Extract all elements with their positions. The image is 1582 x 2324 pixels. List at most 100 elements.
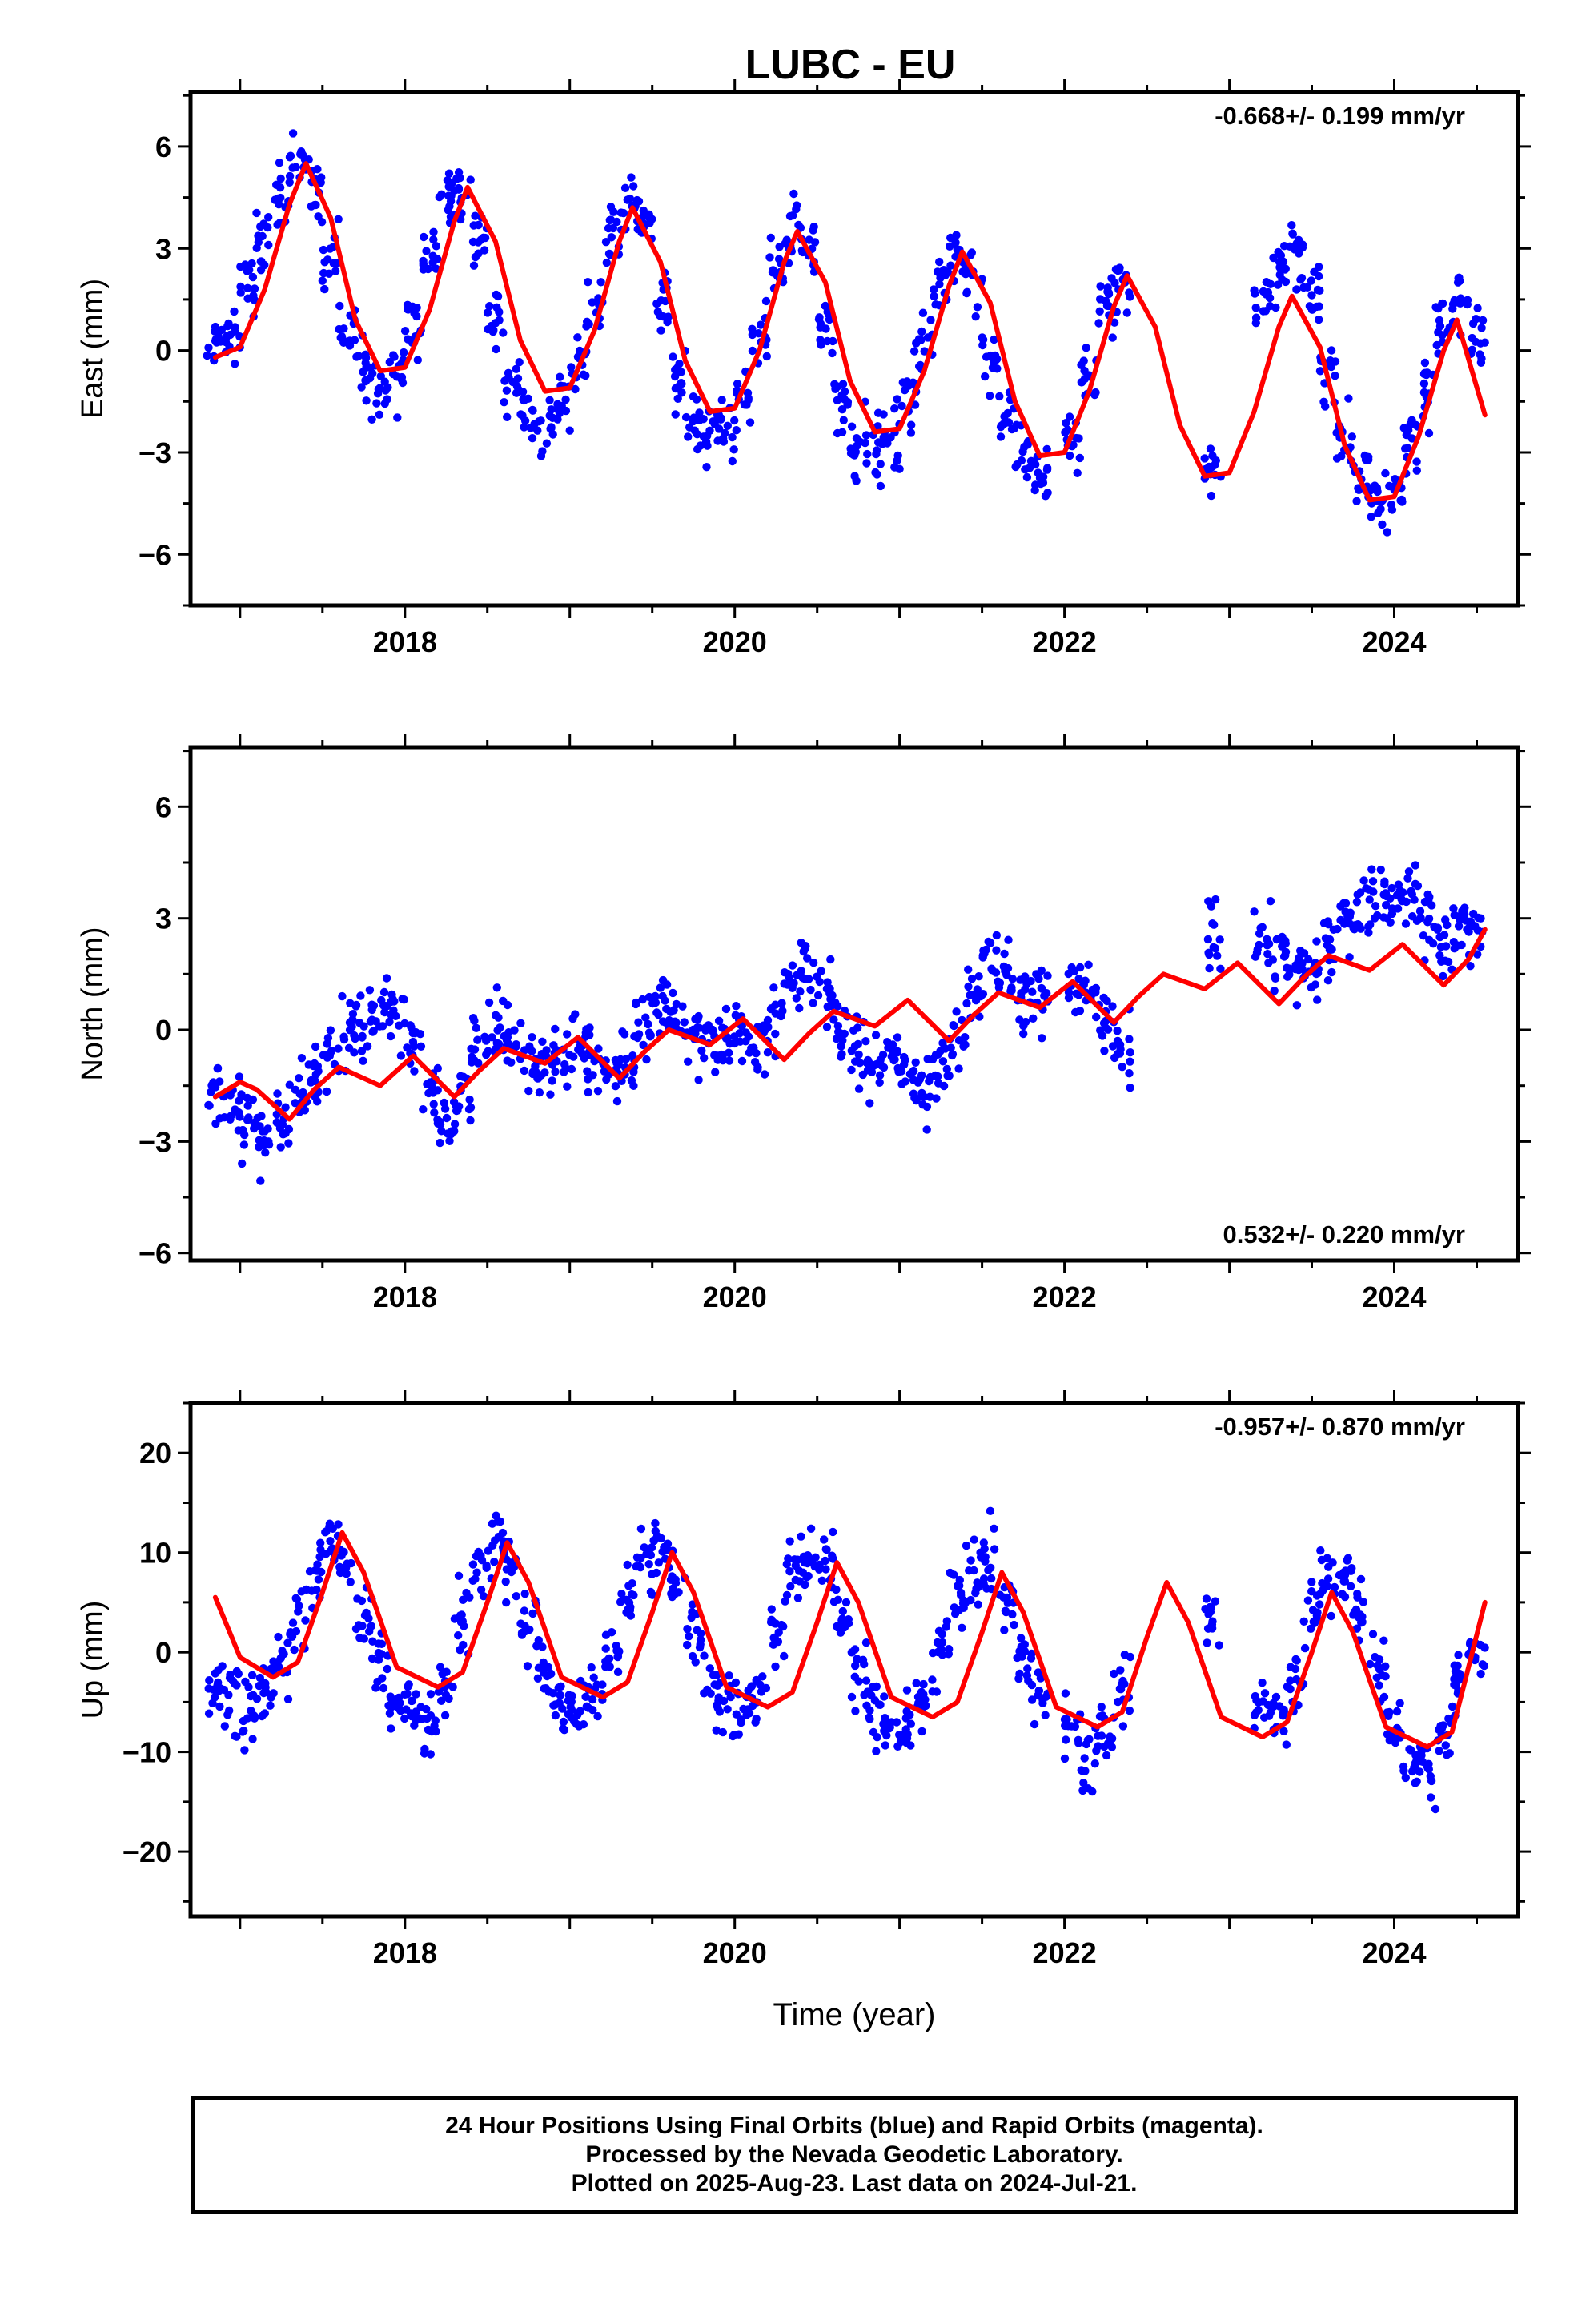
y-axis-label-east: East (mm)	[76, 279, 110, 419]
data-dot	[1299, 1617, 1308, 1626]
data-dot	[834, 1027, 843, 1036]
data-point-up-34	[766, 1605, 789, 1671]
data-dot	[450, 1120, 460, 1128]
data-dot	[1200, 454, 1209, 463]
data-dot	[1099, 993, 1108, 1003]
data-dot	[1012, 420, 1021, 429]
data-dot	[693, 444, 702, 454]
data-dot	[1042, 444, 1051, 454]
data-dot	[426, 1690, 436, 1699]
data-dot	[520, 423, 528, 432]
data-point-east-50	[1030, 444, 1052, 501]
data-dot	[1004, 935, 1013, 944]
data-dot	[620, 1030, 629, 1039]
data-dot	[288, 163, 297, 172]
data-dot	[1327, 967, 1336, 977]
data-dot	[483, 308, 492, 317]
data-dot	[584, 1088, 592, 1097]
data-dot	[390, 352, 399, 361]
data-dot	[553, 415, 562, 424]
data-dot	[1097, 1703, 1106, 1711]
data-dot	[498, 1528, 508, 1538]
data-dot	[385, 1017, 394, 1027]
data-dot	[354, 352, 363, 360]
data-dot	[1435, 1747, 1443, 1755]
data-dot	[447, 1129, 456, 1139]
data-dot	[992, 931, 1002, 940]
data-dot	[1096, 282, 1105, 291]
data-dot	[974, 1600, 982, 1609]
data-dot	[1038, 984, 1046, 993]
data-dot	[917, 1071, 926, 1080]
plot-area-east	[203, 129, 1489, 537]
data-dot	[893, 456, 901, 465]
data-dot	[275, 183, 285, 192]
data-dot	[286, 1628, 295, 1637]
data-dot	[275, 159, 284, 167]
footer-box: 24 Hour Positions Using Final Orbits (bl…	[191, 2096, 1518, 2214]
data-dot	[1315, 315, 1323, 324]
data-dot	[1399, 424, 1408, 432]
data-dot	[703, 441, 712, 450]
fit-line-east	[212, 161, 1488, 503]
data-dot	[1395, 1699, 1404, 1707]
data-dot	[1424, 428, 1434, 438]
data-dot	[625, 194, 635, 203]
data-dot	[872, 446, 881, 455]
x-tick-label-east: 2018	[373, 625, 437, 658]
data-dot	[967, 248, 977, 257]
data-dot	[1473, 304, 1482, 312]
data-dot	[466, 175, 475, 184]
data-dot	[1411, 861, 1420, 870]
data-dot	[588, 1695, 597, 1704]
data-dot	[1456, 299, 1465, 308]
data-dot	[689, 392, 698, 401]
data-dot	[981, 1557, 990, 1566]
data-dot	[472, 1552, 481, 1561]
data-point-north-10	[367, 974, 391, 1036]
data-dot	[796, 987, 805, 996]
data-dot	[685, 1632, 693, 1641]
data-dot	[210, 1693, 219, 1702]
data-dot	[309, 1061, 318, 1071]
data-dot	[1262, 278, 1271, 287]
data-point-up-35	[781, 1537, 804, 1606]
rate-label-north: 0.532+/- 0.220 mm/yr	[1223, 1220, 1465, 1248]
data-dot	[1205, 963, 1214, 973]
data-dot	[951, 238, 960, 247]
data-dot	[283, 1695, 293, 1703]
data-point-up-43	[912, 1675, 937, 1736]
data-dot	[344, 1043, 354, 1053]
data-dot	[642, 1055, 651, 1064]
data-dot	[970, 1535, 978, 1544]
data-dot	[1325, 935, 1335, 944]
data-dot	[1312, 937, 1321, 946]
data-dot	[884, 1043, 893, 1052]
data-dot	[651, 991, 660, 1001]
data-dot	[893, 1033, 902, 1042]
data-dot	[697, 1629, 705, 1638]
data-point-up-1	[219, 1667, 243, 1741]
data-dot	[736, 1037, 745, 1046]
x-tick-label-up: 2018	[373, 1936, 437, 1969]
data-dot	[781, 1597, 789, 1606]
data-point-up-50	[1027, 1668, 1052, 1729]
data-dot	[488, 1033, 496, 1042]
data-dot	[454, 185, 464, 194]
data-dot	[252, 208, 261, 218]
data-dot	[1271, 303, 1280, 312]
data-dot	[393, 413, 402, 422]
data-dot	[567, 1705, 576, 1715]
data-dot	[512, 1592, 520, 1601]
data-dot	[390, 997, 399, 1006]
data-point-up-10	[367, 1629, 392, 1693]
data-dot	[608, 223, 618, 233]
data-dot	[669, 988, 677, 998]
data-dot	[907, 420, 916, 429]
data-dot	[573, 1711, 582, 1719]
data-dot	[1094, 1731, 1102, 1740]
data-dot	[954, 1064, 963, 1073]
data-dot	[241, 1677, 250, 1687]
data-dot	[978, 990, 988, 999]
data-dot	[611, 1082, 620, 1091]
